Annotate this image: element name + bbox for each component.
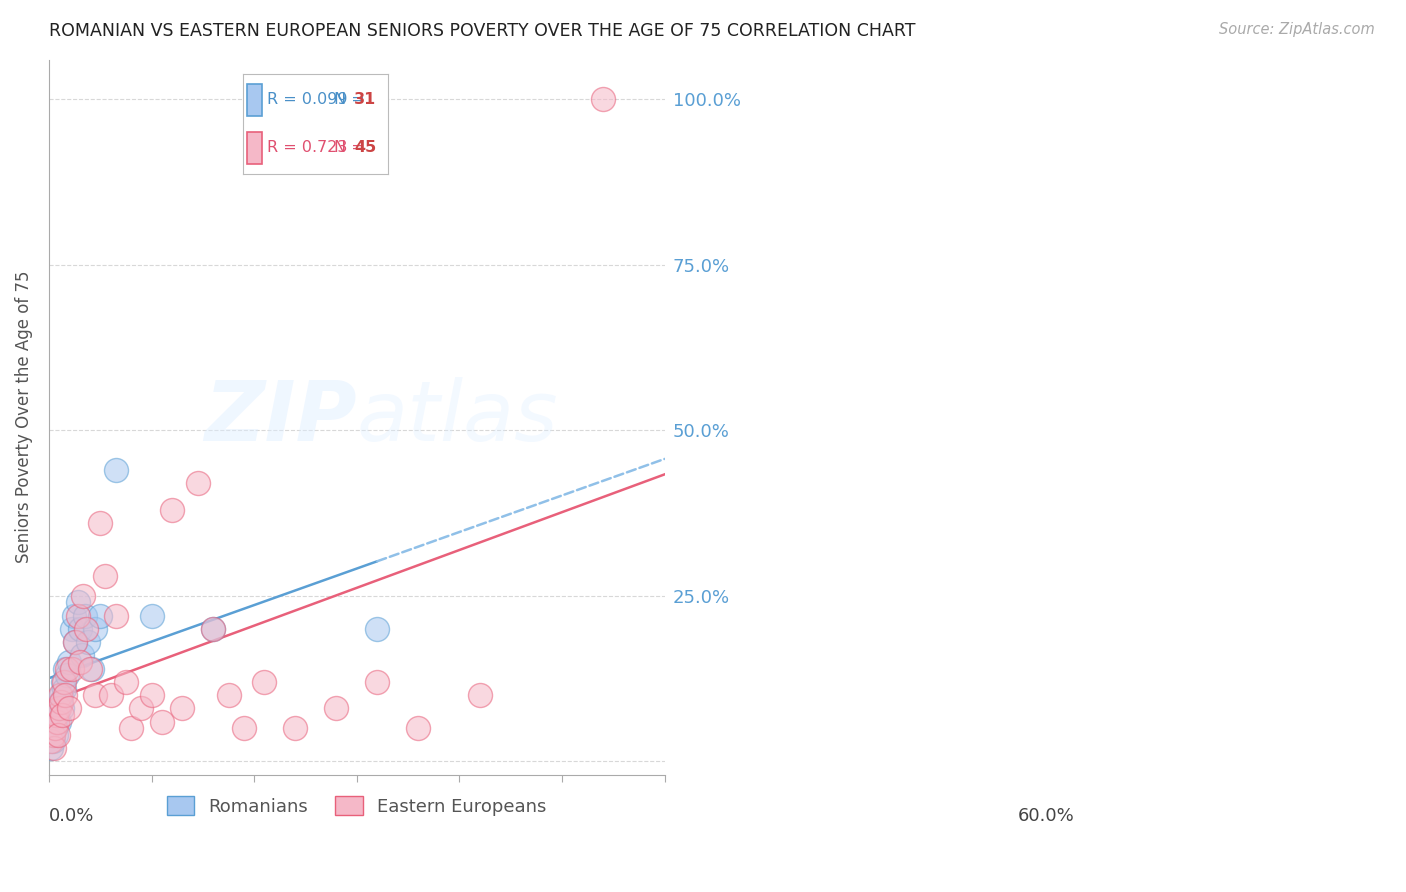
Point	[51, 695, 73, 709]
Point	[56, 662, 79, 676]
Point	[100, 688, 122, 702]
Point	[69, 655, 91, 669]
Point	[48, 701, 70, 715]
Point	[60, 662, 83, 676]
Point	[72, 589, 94, 603]
Point	[84, 622, 107, 636]
Point	[66, 608, 89, 623]
Text: ZIP: ZIP	[204, 376, 357, 458]
Point	[45, 708, 67, 723]
Legend: Romanians, Eastern Europeans: Romanians, Eastern Europeans	[160, 789, 554, 822]
Point	[218, 688, 240, 702]
Text: 60.0%: 60.0%	[1018, 806, 1076, 825]
Point	[284, 721, 307, 735]
Point	[468, 688, 491, 702]
Point	[55, 688, 77, 702]
Point	[46, 708, 69, 723]
Point	[42, 734, 65, 748]
Point	[39, 734, 62, 748]
Point	[56, 668, 79, 682]
Point	[42, 728, 65, 742]
Point	[141, 688, 163, 702]
Point	[46, 701, 69, 715]
Point	[44, 721, 66, 735]
Point	[202, 622, 225, 636]
Point	[51, 688, 73, 702]
Point	[84, 688, 107, 702]
Point	[60, 622, 83, 636]
Point	[79, 662, 101, 676]
Text: Source: ZipAtlas.com: Source: ZipAtlas.com	[1219, 22, 1375, 37]
Point	[51, 701, 73, 715]
Point	[104, 463, 127, 477]
Point	[253, 674, 276, 689]
Point	[89, 516, 111, 530]
Point	[120, 721, 142, 735]
Point	[80, 662, 103, 676]
Point	[49, 688, 72, 702]
Point	[150, 714, 173, 729]
Point	[58, 655, 80, 669]
Y-axis label: Seniors Poverty Over the Age of 75: Seniors Poverty Over the Age of 75	[15, 271, 32, 564]
Point	[172, 701, 194, 715]
Point	[160, 502, 183, 516]
Point	[63, 635, 86, 649]
Point	[58, 701, 80, 715]
Point	[49, 695, 72, 709]
Text: 0.0%: 0.0%	[49, 806, 94, 825]
Point	[592, 92, 614, 106]
Point	[325, 701, 347, 715]
Point	[39, 741, 62, 756]
Text: atlas: atlas	[357, 376, 558, 458]
Point	[66, 595, 89, 609]
Point	[42, 741, 65, 756]
Point	[63, 635, 86, 649]
Point	[202, 622, 225, 636]
Point	[141, 608, 163, 623]
Point	[94, 569, 117, 583]
Point	[115, 674, 138, 689]
Point	[70, 648, 93, 663]
Point	[366, 622, 388, 636]
Point	[48, 714, 70, 729]
Point	[104, 608, 127, 623]
Point	[51, 708, 73, 723]
Point	[131, 701, 153, 715]
Point	[366, 674, 388, 689]
Point	[53, 674, 76, 689]
Point	[44, 714, 66, 729]
Point	[42, 721, 65, 735]
Point	[46, 714, 69, 729]
Point	[52, 674, 75, 689]
Point	[55, 662, 77, 676]
Point	[187, 476, 209, 491]
Point	[408, 721, 430, 735]
Point	[89, 608, 111, 623]
Point	[232, 721, 254, 735]
Point	[69, 622, 91, 636]
Point	[62, 608, 84, 623]
Point	[75, 622, 97, 636]
Point	[77, 635, 100, 649]
Point	[73, 608, 96, 623]
Text: ROMANIAN VS EASTERN EUROPEAN SENIORS POVERTY OVER THE AGE OF 75 CORRELATION CHAR: ROMANIAN VS EASTERN EUROPEAN SENIORS POV…	[49, 22, 915, 40]
Point	[46, 728, 69, 742]
Point	[45, 728, 67, 742]
Point	[53, 681, 76, 696]
